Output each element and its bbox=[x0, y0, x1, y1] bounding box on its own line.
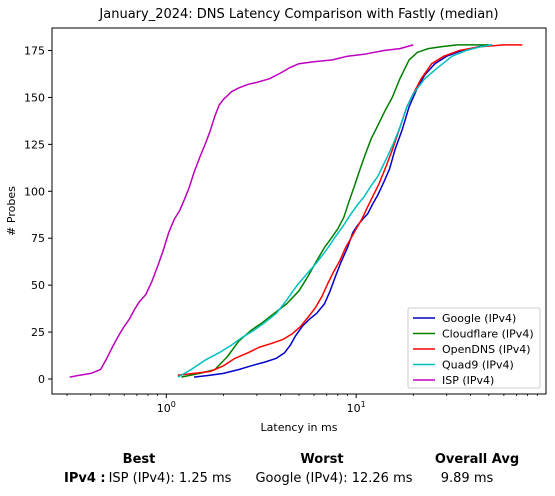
y-tick-label-100: 100 bbox=[24, 185, 45, 198]
legend-box bbox=[407, 307, 541, 389]
x-tick-label-10: 101 bbox=[347, 400, 366, 415]
y-tick-label-125: 125 bbox=[24, 138, 45, 151]
legend-label-1: Cloudflare (IPv4) bbox=[442, 328, 534, 341]
chart-title: January_2024: DNS Latency Comparison wit… bbox=[98, 7, 498, 22]
x-axis-label: Latency in ms bbox=[261, 421, 338, 434]
legend: Google (IPv4) Cloudflare (IPv4) OpenDNS (I… bbox=[407, 307, 541, 389]
series-line-3 bbox=[177, 44, 493, 378]
summary-table: Best Worst Overall Avg IPv4 : ISP (IPv4)… bbox=[0, 448, 555, 496]
latency-chart: January_2024: DNS Latency Comparison wit… bbox=[5, 7, 547, 434]
ipv4-row-label: IPv4 : bbox=[64, 471, 106, 486]
y-tick-label-150: 150 bbox=[24, 91, 45, 104]
series-line-2 bbox=[177, 44, 523, 376]
series-line-4 bbox=[69, 44, 414, 378]
legend-label-2: OpenDNS (IPv4) bbox=[442, 343, 531, 356]
y-axis-label: # Probes bbox=[5, 186, 18, 236]
legend-label-0: Google (IPv4) bbox=[442, 312, 516, 325]
y-tick-label-50: 50 bbox=[31, 279, 45, 292]
legend-label-4: ISP (IPv4) bbox=[442, 374, 494, 387]
y-tick-label-175: 175 bbox=[24, 45, 45, 58]
y-tick-label-25: 25 bbox=[31, 326, 45, 339]
legend-label-3: Quad9 (IPv4) bbox=[442, 359, 514, 372]
best-value: ISP (IPv4): 1.25 ms bbox=[108, 471, 232, 486]
worst-header: Worst bbox=[300, 452, 344, 467]
overall-avg-value: 9.89 ms bbox=[440, 471, 494, 486]
y-tick-label-75: 75 bbox=[31, 232, 45, 245]
series-line-1 bbox=[181, 44, 489, 378]
best-header: Best bbox=[122, 452, 156, 467]
overall-avg-header: Overall Avg bbox=[434, 452, 520, 467]
worst-value: Google (IPv4): 12.26 ms bbox=[255, 471, 413, 486]
y-tick-label-0: 0 bbox=[38, 373, 45, 386]
x-tick-label-1: 100 bbox=[157, 400, 176, 415]
